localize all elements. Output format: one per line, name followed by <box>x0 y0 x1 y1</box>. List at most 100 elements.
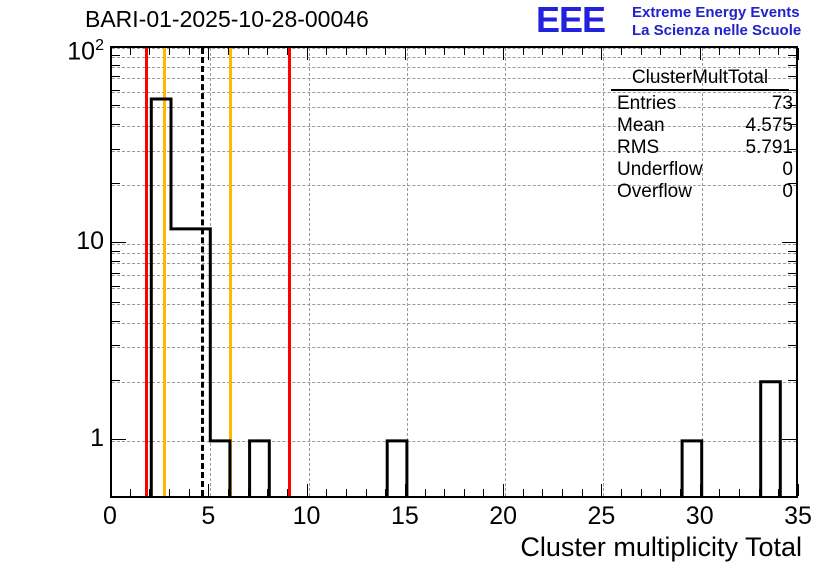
x-tick <box>660 48 662 55</box>
gridline-horizontal <box>112 185 796 187</box>
y-tick <box>112 76 120 78</box>
x-tick <box>247 489 249 496</box>
gridline-horizontal <box>112 253 796 255</box>
gridline-horizontal <box>112 150 796 152</box>
stats-row-value: 4.575 <box>745 115 793 136</box>
y-tick <box>112 286 120 287</box>
y-tick <box>112 124 120 126</box>
x-tick <box>385 489 387 496</box>
stats-row: RMS 5.791 <box>617 138 801 160</box>
x-tick <box>149 48 151 55</box>
x-tick <box>758 48 760 55</box>
x-tick <box>345 48 347 55</box>
x-tick <box>267 48 269 55</box>
y-tick <box>788 251 796 253</box>
x-tick <box>660 489 662 496</box>
gridline-horizontal <box>112 107 796 109</box>
y-tick <box>112 301 120 303</box>
y-tick <box>112 438 126 440</box>
gridline-horizontal <box>112 274 796 276</box>
y-tick <box>112 261 120 263</box>
y-tick <box>112 345 120 347</box>
x-tick <box>286 489 288 496</box>
x-tick <box>483 48 485 55</box>
gridline-vertical <box>701 48 703 496</box>
histogram-outline <box>149 97 782 496</box>
y-tick <box>788 183 796 185</box>
x-tick <box>562 489 564 496</box>
x-tick <box>306 484 308 496</box>
x-tick <box>699 48 701 60</box>
x-tick <box>680 48 682 55</box>
x-tick <box>247 48 249 55</box>
y-tick <box>788 379 796 381</box>
y-tick <box>112 251 120 253</box>
gridline-horizontal <box>112 322 796 324</box>
plot-frame <box>110 46 798 498</box>
stats-row-key: Entries <box>617 93 677 114</box>
x-tick <box>129 489 131 496</box>
y-tick <box>788 148 796 150</box>
y-tick <box>788 124 796 126</box>
stats-box: ClusterMultTotal Entries 73 Mean 4.575 RMS 5.… <box>611 64 801 204</box>
gridline-horizontal <box>112 347 796 349</box>
y-tick-label: 1 <box>90 423 104 452</box>
y-tick <box>788 76 796 78</box>
x-tick <box>680 489 682 496</box>
x-tick <box>621 489 623 496</box>
x-tick <box>286 48 288 55</box>
y-tick-label: 10 <box>76 227 104 256</box>
y-tick <box>788 272 796 274</box>
stats-box-title: ClusterMultTotal <box>611 68 789 91</box>
eee-logo: EEE Extreme Energy Events La Scienza nel… <box>536 2 836 42</box>
y-tick <box>112 242 126 244</box>
x-tick <box>404 48 406 60</box>
x-tick <box>739 48 741 55</box>
stats-row: Underflow 0 <box>617 160 801 182</box>
x-tick <box>208 484 210 496</box>
x-tick <box>267 489 269 496</box>
gridline-horizontal <box>112 126 796 128</box>
x-tick <box>227 489 229 496</box>
x-tick-label: 5 <box>201 502 216 530</box>
x-tick <box>188 489 190 496</box>
x-tick <box>739 489 741 496</box>
eee-logo-line2: La Scienza nelle Scuole <box>632 22 802 39</box>
x-tick-label: 10 <box>292 502 321 530</box>
y-tick <box>788 54 796 56</box>
page-title: BARI-01-2025-10-28-00046 <box>85 6 369 32</box>
x-tick <box>562 48 564 55</box>
x-tick <box>601 48 603 60</box>
stats-row: Mean 4.575 <box>617 116 801 138</box>
x-tick <box>110 48 111 60</box>
x-tick <box>365 48 367 55</box>
x-tick-label: 30 <box>685 502 714 530</box>
x-tick <box>129 48 131 55</box>
x-tick <box>581 48 583 55</box>
gridline-horizontal <box>112 91 796 93</box>
gridline-horizontal <box>112 440 796 442</box>
x-tick <box>326 489 328 496</box>
y-tick <box>112 65 120 67</box>
y-tick-label: 102 <box>67 37 104 66</box>
gridline-horizontal <box>112 244 796 246</box>
marker-line-orange-left <box>163 48 167 496</box>
x-tick <box>503 484 505 496</box>
x-tick <box>227 48 229 55</box>
x-tick <box>719 489 721 496</box>
x-tick <box>463 48 465 55</box>
y-tick <box>112 183 120 185</box>
x-tick <box>326 48 328 55</box>
y-tick <box>112 105 120 107</box>
x-tick-label: 20 <box>489 502 518 530</box>
x-tick <box>522 48 524 55</box>
x-axis-title: Cluster multiplicity Total <box>520 532 802 562</box>
y-tick <box>788 89 796 91</box>
x-tick-label: 15 <box>390 502 419 530</box>
plot-area <box>112 48 796 496</box>
y-tick <box>112 379 120 381</box>
y-tick <box>788 286 796 287</box>
y-tick <box>788 105 796 107</box>
x-tick <box>581 489 583 496</box>
stats-row-value: 73 <box>771 93 793 114</box>
